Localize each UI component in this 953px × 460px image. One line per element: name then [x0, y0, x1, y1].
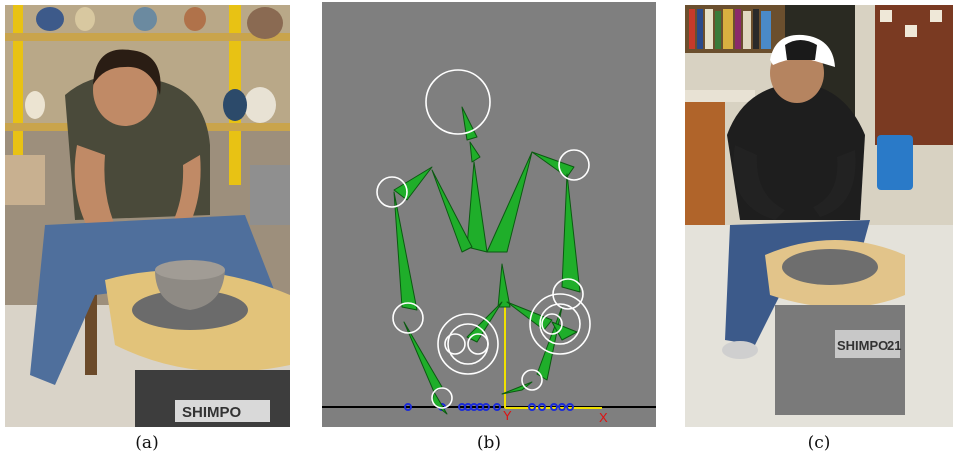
wheel-model-label-c: 21 [887, 338, 901, 353]
panel-c-photo: SHIMPO 21 [685, 5, 953, 427]
caption-a: (a) [135, 433, 159, 453]
y-axis-label: Y [503, 408, 512, 423]
bone-pelvis [497, 263, 511, 308]
bone-left-upper-arm [393, 191, 418, 311]
wheel-brand-label-a: SHIMPO [182, 404, 242, 421]
caption-c: (c) [807, 433, 831, 453]
bone-right-upper-arm [561, 173, 581, 293]
bone-head [461, 106, 478, 141]
bone-right-shoulder [531, 151, 575, 178]
head-joint-circle [425, 69, 491, 135]
caption-b: (b) [476, 433, 502, 453]
bone-spine [466, 161, 488, 253]
rig-viewport-background [322, 2, 656, 427]
joint-circles [376, 69, 591, 409]
rig-bones [393, 106, 581, 415]
wheel-brand-label-c: SHIMPO [837, 338, 888, 353]
panel-b-rig: Y X [322, 2, 656, 427]
x-axis-label: X [599, 410, 608, 425]
bone-left-shoulder [393, 166, 433, 201]
panel-a-photo: SHIMPO [5, 5, 290, 427]
ground-markers [404, 403, 574, 411]
